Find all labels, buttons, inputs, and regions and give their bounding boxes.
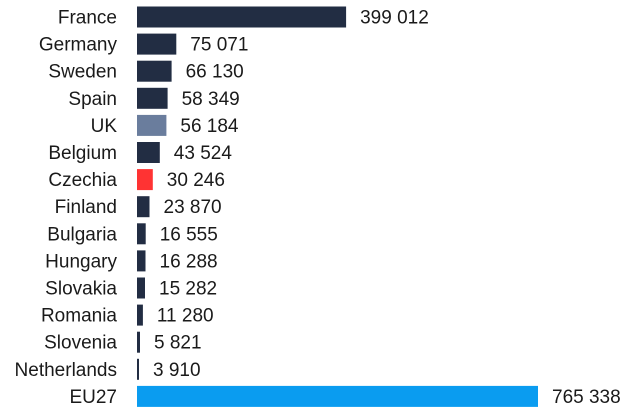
bar-slovakia [137,277,145,299]
category-label: France [58,8,117,29]
bar-germany [137,33,177,55]
category-label: Germany [39,35,118,56]
category-label: Slovenia [44,333,117,354]
value-label: 43 524 [174,143,233,164]
value-label: 5 821 [154,333,202,354]
category-label: Sweden [48,62,117,83]
bar-uk [137,114,167,136]
bar-bulgaria [137,223,146,245]
value-label: 3 910 [153,360,201,381]
category-label: Hungary [45,251,117,272]
value-label: 15 282 [159,279,217,300]
bar-hungary [137,250,146,272]
category-label: EU27 [69,387,117,408]
category-label: Belgium [48,143,117,164]
bar-spain [137,87,168,109]
value-label: 11 280 [157,306,214,327]
category-label: Finland [55,197,117,218]
category-label: Romania [41,306,117,327]
value-label: 58 349 [182,89,240,110]
value-label: 16 555 [160,224,218,245]
bar-finland [137,196,150,218]
category-label: Bulgaria [47,224,117,245]
value-label: 66 130 [186,62,244,83]
bar-sweden [137,60,172,82]
value-label: 56 184 [180,116,239,137]
category-label: Slovakia [45,279,117,300]
bar-netherlands [137,358,139,380]
category-label: Netherlands [15,360,117,381]
bar-france [137,6,347,28]
value-label: 23 870 [164,197,222,218]
bar-romania [137,304,143,326]
value-label: 399 012 [360,8,429,29]
category-label: UK [91,116,118,137]
category-label: Spain [68,89,117,110]
value-label: 75 071 [190,35,248,56]
category-label: Czechia [48,170,117,191]
value-label: 16 288 [160,251,218,272]
bar-belgium [137,142,160,163]
value-label: 765 338 [552,387,621,408]
value-label: 30 246 [167,170,225,191]
bar-slovenia [137,331,140,353]
bar-czechia [137,169,153,191]
bar-eu27 [137,385,538,407]
